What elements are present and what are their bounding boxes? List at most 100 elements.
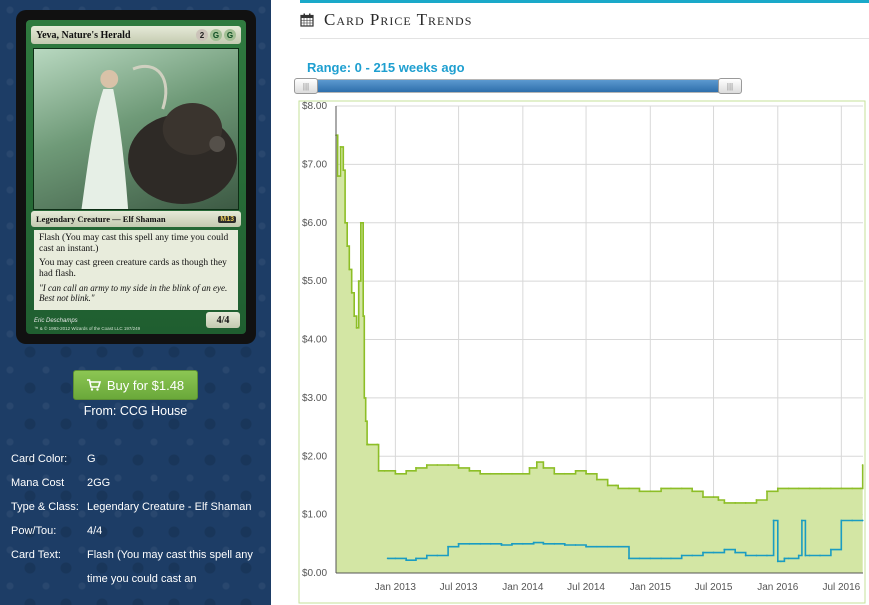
range-slider-handle-start[interactable]: ||| [294, 78, 318, 94]
buy-button-label: Buy for $1.48 [106, 377, 185, 393]
card-type-line: Legendary Creature — Elf Shaman [36, 214, 166, 224]
data-point [595, 478, 598, 481]
data-point [394, 557, 397, 560]
data-point [386, 557, 389, 560]
data-point [405, 559, 408, 562]
card-artwork [33, 48, 239, 210]
data-point [615, 484, 617, 487]
x-tick-label: Jan 2013 [375, 582, 417, 593]
data-point [542, 542, 545, 545]
data-point [528, 467, 531, 469]
data-point [859, 487, 862, 490]
range-slider-handle-end[interactable]: ||| [718, 78, 742, 94]
data-point [776, 560, 779, 563]
detail-row-type: Type & Class: Legendary Creature - Elf S… [11, 495, 266, 519]
detail-key: Pow/Tou: [11, 525, 57, 537]
card-rules-line: You may cast green creature cards as tho… [39, 257, 227, 279]
data-point [357, 280, 360, 283]
data-point [376, 443, 379, 446]
data-point [553, 542, 556, 545]
data-point [680, 487, 683, 490]
detail-value: 2GG [87, 477, 111, 489]
detail-key: Card Color: [11, 453, 68, 465]
series-line [387, 519, 863, 563]
data-point [447, 545, 450, 548]
data-point [415, 467, 417, 469]
detail-key: Mana Cost [11, 477, 65, 489]
data-point [851, 519, 854, 522]
data-point [574, 544, 577, 546]
detail-value: Flash (You may cast this spell any time … [87, 549, 253, 585]
data-point [717, 499, 720, 501]
y-tick-label: $1.00 [302, 510, 327, 521]
card-image: Yeva, Nature's Herald 2 G G Lege [16, 10, 256, 344]
y-tick-label: $0.00 [302, 568, 327, 579]
detail-key: Card Text: [11, 549, 61, 561]
card-name: Yeva, Nature's Herald [36, 29, 131, 41]
data-point [660, 557, 663, 560]
data-point [363, 396, 366, 399]
mana-green-icon: G [210, 29, 222, 41]
data-point [383, 469, 386, 472]
data-point [521, 472, 524, 475]
x-tick-label: Jul 2013 [440, 582, 478, 593]
accent-bar [300, 0, 869, 3]
detail-value: Legendary Creature - Elf Shaman [87, 501, 252, 513]
data-point [680, 554, 683, 557]
data-point [342, 169, 345, 172]
data-point [359, 221, 362, 224]
data-point [511, 472, 513, 475]
x-tick-label: Jan 2014 [502, 582, 544, 593]
buy-button[interactable]: Buy for $1.48 [73, 370, 198, 400]
data-point [772, 519, 775, 522]
data-point [660, 487, 663, 490]
data-point [606, 545, 609, 548]
data-point [344, 221, 346, 224]
data-point [808, 554, 811, 557]
data-point [468, 542, 471, 545]
card-power-toughness: 4/4 [206, 312, 240, 328]
data-point [362, 315, 365, 318]
data-point [840, 519, 843, 522]
data-point [766, 490, 768, 493]
data-point [628, 487, 630, 490]
data-point [366, 443, 368, 446]
data-point [457, 467, 460, 469]
data-point [606, 484, 609, 487]
y-tick-label: $7.00 [302, 159, 327, 170]
data-point [702, 551, 704, 554]
y-tick-label: $6.00 [302, 218, 327, 229]
data-point [350, 291, 353, 294]
data-point [425, 464, 428, 466]
detail-row-card-text: Card Text: Flash (You may cast this spel… [11, 543, 266, 591]
data-point [755, 499, 758, 501]
data-point [415, 557, 417, 560]
detail-row-color: Card Color: G [11, 447, 266, 471]
data-point [457, 542, 460, 545]
card-sidebar: Yeva, Nature's Herald 2 G G Lege [0, 0, 271, 605]
data-point [394, 472, 397, 475]
data-point [489, 472, 492, 475]
data-point [691, 554, 694, 557]
detail-value: 4/4 [87, 525, 103, 537]
y-tick-label: $3.00 [302, 393, 327, 404]
card-frame: Yeva, Nature's Herald 2 G G Lege [26, 20, 246, 334]
mana-generic-icon: 2 [196, 29, 208, 41]
data-point [553, 472, 556, 475]
data-point [353, 315, 356, 318]
card-copyright: ™ & © 1993-2012 Wizards of the Coast LLC… [34, 326, 141, 331]
card-textbox: Flash (You may cast this spell any time … [34, 230, 238, 310]
data-point [712, 551, 715, 554]
card-details: Card Color: G Mana Cost 2GG Type & Class… [11, 447, 266, 591]
data-point [787, 487, 790, 490]
data-point [364, 420, 367, 423]
series-area-fill [336, 135, 863, 573]
data-point [712, 496, 715, 499]
data-point [638, 557, 641, 560]
set-symbol-icon: M13 [218, 215, 236, 223]
data-point [861, 464, 864, 466]
data-point [649, 490, 652, 493]
data-point [617, 545, 620, 548]
calendar-icon [300, 13, 314, 27]
data-point [500, 472, 503, 475]
